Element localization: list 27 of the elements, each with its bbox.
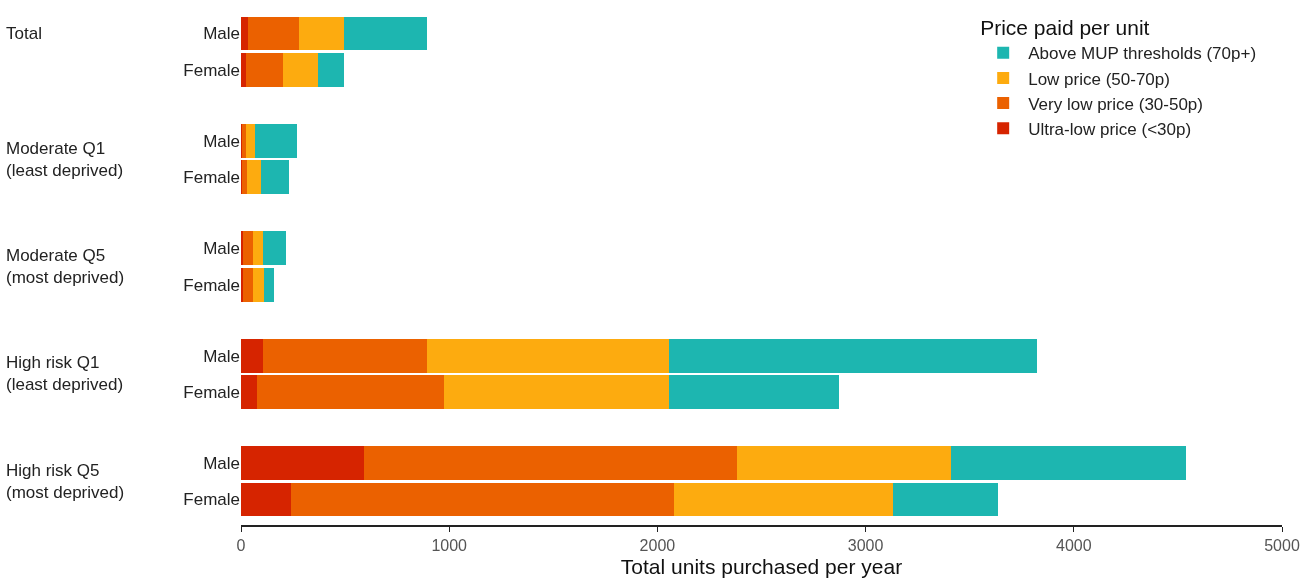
y-tick-label: Male xyxy=(203,24,240,44)
x-tick-label: 5000 xyxy=(1264,536,1300,554)
y-tick-label: Male xyxy=(203,454,240,474)
text: Moderate Q5 (most deprived) xyxy=(6,246,125,288)
y-tick-label: Female xyxy=(183,60,240,80)
legend-label: Low price (50-70p) xyxy=(1028,69,1170,89)
y-tick-label: Female xyxy=(183,383,240,403)
y-tick-label: Male xyxy=(203,346,240,366)
y-tick-label: Female xyxy=(183,168,240,188)
legend-title: Price paid per unit xyxy=(980,16,1150,40)
text: Total xyxy=(6,24,42,43)
legend-label: Ultra-low price (<30p) xyxy=(1028,119,1192,139)
legend-label: Very low price (30-50p) xyxy=(1028,94,1203,114)
y-tick-label: Male xyxy=(203,131,240,151)
x-tick-label: 4000 xyxy=(1056,536,1092,554)
legend-label: Above MUP thresholds (70p+) xyxy=(1028,44,1257,64)
text: High risk Q1 (least deprived) xyxy=(6,353,124,395)
text: Moderate Q1 (least deprived) xyxy=(6,139,124,181)
y-tick-label: Female xyxy=(183,490,240,510)
y-tick-label: Female xyxy=(183,275,240,295)
text: High risk Q5 (most deprived) xyxy=(6,461,125,503)
x-tick-label: 2000 xyxy=(639,536,676,554)
x-axis-title: Total units purchased per year xyxy=(620,554,903,578)
x-tick-label: 0 xyxy=(236,536,246,554)
x-tick-label: 3000 xyxy=(847,536,884,554)
x-tick-label: 1000 xyxy=(431,536,468,554)
y-tick-label: Male xyxy=(203,239,240,259)
